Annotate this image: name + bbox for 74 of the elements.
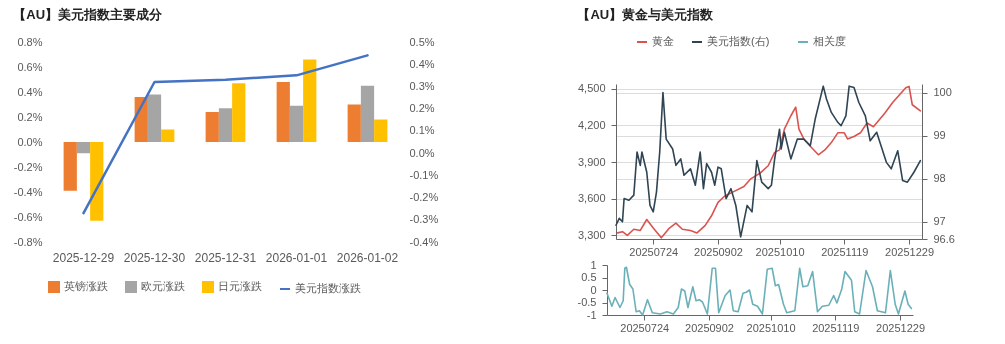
x-tick-label: 20251119 [812,321,860,334]
y-tick-label: 3,300 [577,228,606,241]
bar [63,142,77,191]
legend-label: 美元指数(右) [707,35,770,47]
line-series [606,266,913,316]
y2-tick-label: 99 [933,129,946,142]
y2-tick-label: -0.2% [409,191,439,204]
bar [232,83,246,142]
y2-tick-label: 0.1% [409,124,435,137]
y-tick-label: -0.2% [13,160,43,173]
y2-tick-label: 0.0% [409,146,435,159]
legend-label: 英镑涨跌 [64,280,108,292]
legend-label: 日元涨跌 [218,280,262,292]
bar [374,119,388,142]
y-tick-label: -0.6% [13,210,43,223]
bar [360,85,375,142]
x-tick-label: 20251010 [746,321,796,334]
y-tick-label: 4,500 [577,82,606,95]
x-tick-label: 20250902 [694,245,743,258]
legend-label: 美元指数涨跌 [295,282,361,294]
y-tick-label: 0.5 [581,271,597,283]
chart-title: 【AU】黄金与美元指数 [577,7,715,22]
bar [303,59,317,142]
x-tick-label: 20251229 [876,321,926,334]
y2-tick-label: -0.1% [409,168,439,181]
y-tick-label: 0.2% [17,110,43,123]
y2-tick-label: -0.4% [409,235,439,248]
line-series [82,54,369,215]
bar [218,108,233,142]
y-tick-label: 3,600 [577,192,606,205]
legend-label: 黄金 [652,35,674,47]
legend-label: 欧元涨跌 [141,280,185,292]
x-tick-label: 20251119 [821,245,869,258]
y-tick-label: -1 [586,308,597,321]
y-tick-label: 0.0% [17,135,43,148]
x-tick-label: 2025-12-31 [194,250,257,265]
x-tick-label: 20250724 [620,321,670,334]
x-tick-label: 2025-12-30 [123,250,186,265]
y-tick-label: -0.8% [13,235,43,248]
y-tick-label: 0.8% [17,35,43,48]
x-tick-label: 20251010 [755,245,805,258]
bar [347,104,361,142]
bar [161,129,175,142]
x-tick-label: 20251229 [885,245,935,258]
y2-tick-label: 100 [933,86,952,99]
bar [205,112,219,142]
bar [276,82,290,142]
x-tick-label: 2025-12-29 [52,250,115,265]
x-tick-label: 20250902 [685,321,734,334]
y-tick-label: -0.4% [13,185,43,198]
y2-tick-label: 98 [933,172,946,185]
bar [147,94,162,142]
y2-tick-label: 96.6 [933,232,955,245]
y2-tick-label: 97 [933,215,946,228]
x-tick-label: 20250724 [629,245,679,258]
y-tick-label: 0.6% [17,60,43,73]
x-tick-label: 2026-01-02 [336,250,399,265]
y-tick-label: 4,200 [577,119,606,131]
y2-tick-label: 0.5% [409,35,435,48]
y-tick-label: 3,900 [577,155,606,168]
y-tick-label: 1 [590,258,597,271]
bar [90,142,104,221]
y-tick-label: 0.4% [17,85,43,98]
bar [76,142,91,154]
y2-tick-label: -0.3% [409,213,439,226]
y-tick-label: 0 [590,283,597,296]
y2-tick-label: 0.3% [409,79,435,92]
x-tick-label: 2026-01-01 [265,250,328,265]
y2-tick-label: 0.2% [409,102,435,115]
y2-tick-label: 0.4% [409,57,435,70]
y-tick-label: -0.5 [577,296,597,308]
bar [289,105,304,142]
chart-title: 【AU】美元指数主要成分 [13,7,164,22]
legend-label: 相关度 [813,35,846,47]
